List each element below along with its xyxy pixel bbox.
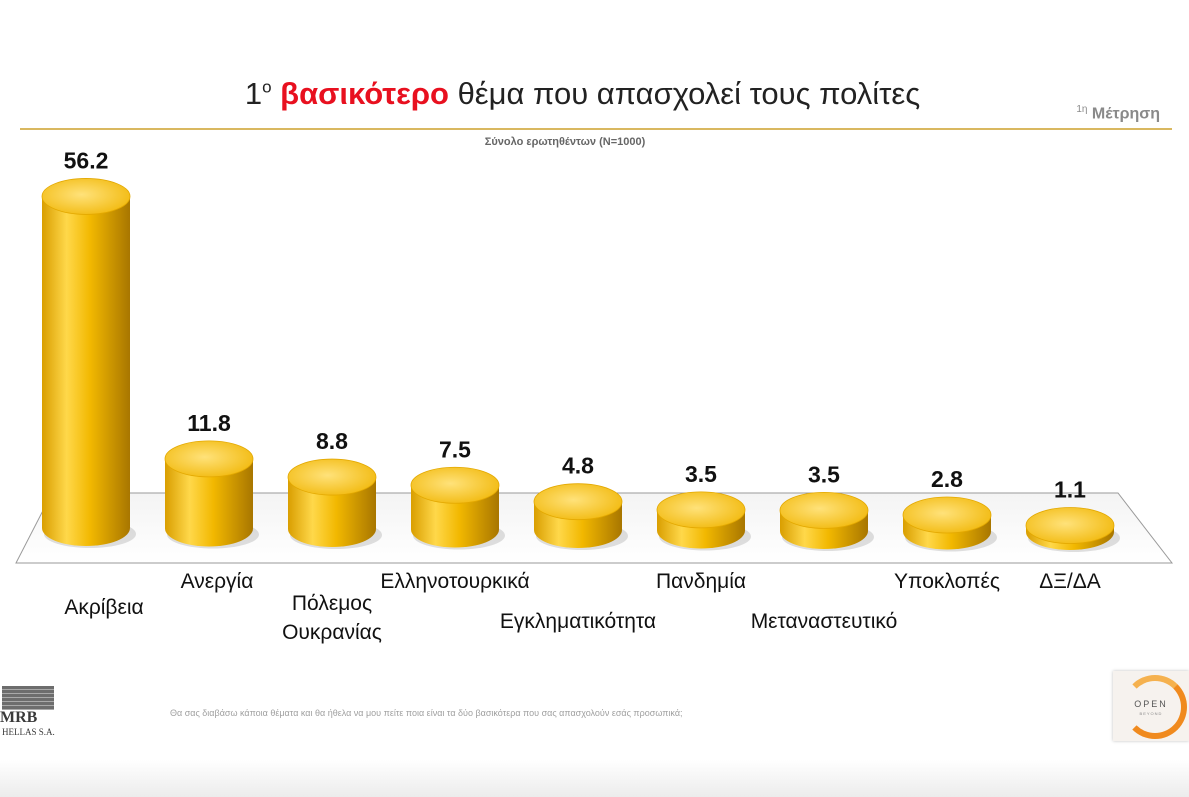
- bar-top: [41, 178, 131, 215]
- category-label: Εγκληματικότητα: [500, 610, 656, 633]
- value-label: 8.8: [316, 428, 348, 454]
- value-label: 3.5: [685, 461, 717, 487]
- bar-top: [533, 483, 623, 521]
- category-labels: Ακρίβεια Ανεργία Πόλεμος ΟυκρανίαςΕλληνοτου…: [64, 570, 1100, 644]
- bar-9: [1025, 507, 1120, 552]
- measurement-superscript: 1η: [1076, 104, 1088, 115]
- bar-3: [287, 458, 382, 549]
- bar-1: [41, 178, 136, 548]
- bar-top: [656, 491, 746, 529]
- bar-top: [902, 496, 992, 534]
- value-label: 2.8: [931, 466, 963, 492]
- bar-2: [164, 440, 259, 549]
- bar-5: [533, 483, 628, 550]
- bar-body: [165, 458, 253, 547]
- bottom-fade: [0, 760, 1189, 797]
- mrb-logo-bars: [2, 686, 54, 710]
- mrb-logo-text: MRB: [0, 709, 38, 726]
- chart-subtitle: Σύνολο ερωτηθέντων (N=1000): [484, 136, 646, 148]
- value-label: 56.2: [64, 147, 109, 173]
- bar-4: [410, 466, 505, 550]
- category-label: ΔΞ/ΔΑ: [1039, 570, 1101, 593]
- open-tv-logo: OPEN BEYOND: [1113, 671, 1189, 741]
- chart-title: 1ο βασικότερο θέμα που απασχολεί τους πο…: [0, 76, 1165, 112]
- bar-top: [287, 458, 377, 496]
- value-label: 7.5: [439, 436, 471, 462]
- bar-8: [902, 496, 997, 552]
- bar-body: [288, 477, 376, 547]
- bar-top: [410, 466, 500, 504]
- value-label: 3.5: [808, 461, 840, 487]
- bar-body: [42, 196, 130, 547]
- category-label: Μεταναστευτικό: [751, 610, 898, 633]
- bar-top: [1025, 507, 1115, 544]
- title-highlight: βασικότερο: [280, 76, 449, 111]
- category-label: Ανεργία: [181, 570, 254, 593]
- value-label: 1.1: [1054, 477, 1086, 503]
- title-superscript: ο: [262, 77, 272, 97]
- value-labels: 56.2 11.8 8.8 7.5 4.8 3.5 3.5 2.8 1.1: [64, 147, 1087, 502]
- open-logo-ring-icon: [1123, 675, 1187, 739]
- question-footnote: Θα σας διαβάσω κάποια θέματα και θα ήθελ…: [170, 708, 683, 718]
- category-label: Υποκλοπές: [894, 570, 1000, 593]
- open-logo-subtext: BEYOND: [1139, 711, 1163, 716]
- title-divider: [20, 128, 1172, 130]
- bar-7: [779, 491, 874, 551]
- open-logo-text: OPEN: [1134, 699, 1168, 709]
- title-rest: θέμα που απασχολεί τους πολίτες: [448, 76, 921, 111]
- bars: [41, 178, 1120, 552]
- bar-top: [779, 491, 869, 529]
- category-label: Πανδημία: [656, 570, 746, 593]
- mrb-logo-subtext: HELLAS S.A.: [2, 727, 55, 737]
- bar-top: [164, 440, 254, 478]
- category-label: Πόλεμος Ουκρανίας: [282, 592, 382, 644]
- mrb-logo: MRB HELLAS S.A.: [0, 686, 62, 741]
- title-number: 1: [244, 76, 263, 111]
- measurement-label: 1η Μέτρηση: [1045, 104, 1160, 123]
- category-label: Ακρίβεια: [64, 596, 143, 619]
- category-label: Ελληνοτουρκικά: [380, 570, 529, 593]
- value-label: 4.8: [562, 453, 594, 479]
- measurement-text: Μέτρηση: [1091, 105, 1160, 123]
- bar-6: [656, 491, 751, 551]
- value-label: 11.8: [187, 410, 231, 436]
